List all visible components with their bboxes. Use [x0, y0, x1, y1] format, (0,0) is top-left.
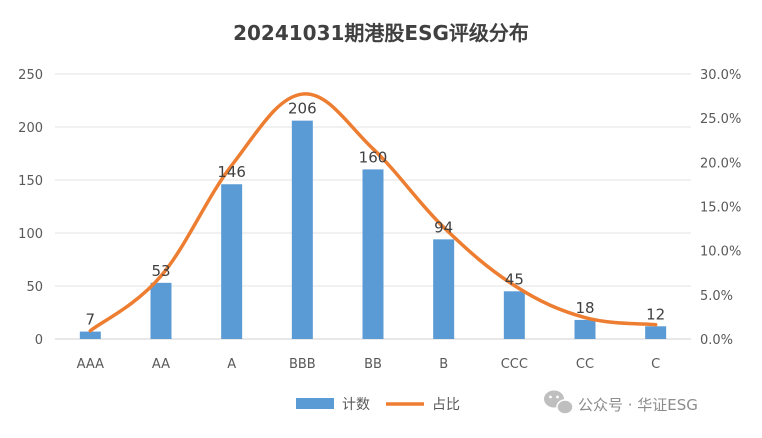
- line-point-BBB: [300, 92, 304, 96]
- line-point-BB: [371, 147, 375, 151]
- bar-C: [645, 326, 667, 339]
- y-left-tick-label: 200: [18, 121, 43, 136]
- x-tick-label: BBB: [289, 357, 316, 372]
- line-point-B: [442, 225, 446, 229]
- x-tick-label: A: [227, 357, 236, 372]
- y-right-tick-label: 30.0%: [700, 68, 741, 83]
- x-tick-label: BB: [364, 357, 382, 372]
- y-left-tick-label: 0: [35, 333, 43, 348]
- y-right-tick-label: 25.0%: [700, 112, 741, 127]
- y-right-tick-label: 0.0%: [700, 333, 733, 348]
- line-point-C: [654, 323, 658, 327]
- bar-AAA: [79, 331, 101, 339]
- bar-BBB: [291, 120, 313, 339]
- y-right-tick-label: 20.0%: [700, 156, 741, 171]
- legend-label-ratio: 占比: [432, 397, 460, 413]
- y-left-tick-label: 150: [18, 174, 43, 189]
- data-label-CC: 18: [575, 299, 594, 317]
- legend-swatch-count: [296, 398, 334, 409]
- y-axis-right: 0.0% 5.0% 10.0% 15.0% 20.0% 25.0% 30.0%: [700, 68, 741, 348]
- data-label-AA: 53: [151, 262, 170, 280]
- y-left-tick-label: 100: [18, 227, 43, 242]
- x-tick-label: CCC: [501, 357, 528, 372]
- data-label-AAA: 7: [86, 311, 96, 329]
- data-label-C: 12: [646, 305, 665, 323]
- bar-series: [79, 120, 667, 339]
- line-point-CCC: [512, 283, 516, 287]
- line-series: [88, 92, 658, 333]
- y-left-tick-label: 50: [26, 280, 43, 295]
- x-axis: AAA AA A BBB BB B CCC CC C: [77, 357, 661, 372]
- legend-label-count: 计数: [342, 397, 370, 413]
- bar-BB: [362, 169, 384, 339]
- watermark: 公众号 · 华证ESG: [544, 390, 698, 415]
- line-ratio: [88, 92, 658, 333]
- chart-title: 20241031期港股ESG评级分布: [233, 21, 529, 45]
- x-tick-label: CC: [576, 357, 594, 372]
- bar-A: [221, 184, 243, 339]
- data-label-BBB: 206: [288, 100, 317, 118]
- data-label-CCC: 45: [505, 270, 524, 288]
- legend: 计数 占比: [296, 397, 460, 413]
- x-tick-label: C: [651, 357, 660, 372]
- data-label-B: 94: [434, 218, 453, 236]
- y-right-tick-label: 15.0%: [700, 201, 741, 216]
- y-axis-left: 0 50 100 150 200 250: [18, 68, 43, 348]
- y-right-tick-label: 5.0%: [700, 289, 733, 304]
- data-labels: 7 53 146 206 160 94 45 18 12: [86, 100, 666, 329]
- bar-CC: [574, 319, 596, 339]
- line-point-A: [230, 163, 234, 167]
- y-left-tick-label: 250: [18, 68, 43, 83]
- x-tick-label: B: [439, 357, 448, 372]
- line-point-AA: [159, 274, 163, 278]
- data-label-A: 146: [217, 163, 246, 181]
- data-label-BB: 160: [359, 148, 388, 166]
- line-point-CC: [583, 316, 587, 320]
- watermark-text: 公众号 · 华证ESG: [578, 396, 698, 414]
- wechat-icon: [544, 390, 574, 415]
- bar-CCC: [503, 291, 525, 339]
- line-point-AAA: [88, 329, 92, 333]
- y-right-tick-label: 10.0%: [700, 245, 741, 260]
- bar-B: [433, 239, 455, 339]
- bar-AA: [150, 282, 172, 339]
- x-tick-label: AAA: [77, 357, 105, 372]
- x-tick-label: AA: [152, 357, 170, 372]
